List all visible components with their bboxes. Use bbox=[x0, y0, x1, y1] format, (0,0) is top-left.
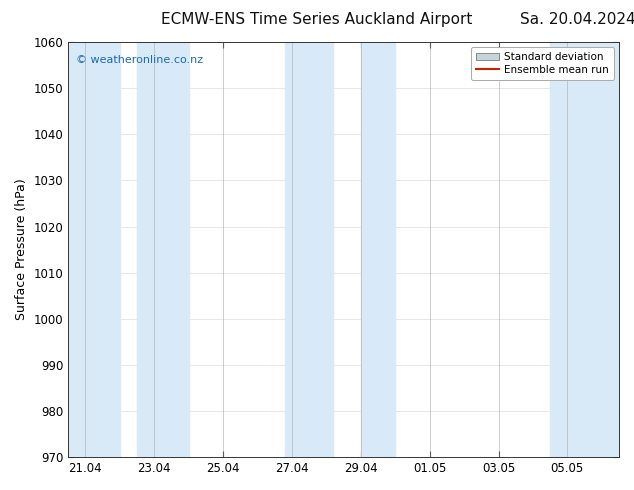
Y-axis label: Surface Pressure (hPa): Surface Pressure (hPa) bbox=[15, 179, 28, 320]
Text: Sa. 20.04.2024 04 UTC: Sa. 20.04.2024 04 UTC bbox=[520, 12, 634, 27]
Text: © weatheronline.co.nz: © weatheronline.co.nz bbox=[77, 54, 204, 65]
Bar bbox=[550, 42, 619, 457]
Legend: Standard deviation, Ensemble mean run: Standard deviation, Ensemble mean run bbox=[470, 47, 614, 80]
Text: ECMW-ENS Time Series Auckland Airport: ECMW-ENS Time Series Auckland Airport bbox=[161, 12, 473, 27]
Bar bbox=[137, 42, 189, 457]
Bar bbox=[285, 42, 333, 457]
Bar bbox=[361, 42, 395, 457]
Bar bbox=[68, 42, 120, 457]
